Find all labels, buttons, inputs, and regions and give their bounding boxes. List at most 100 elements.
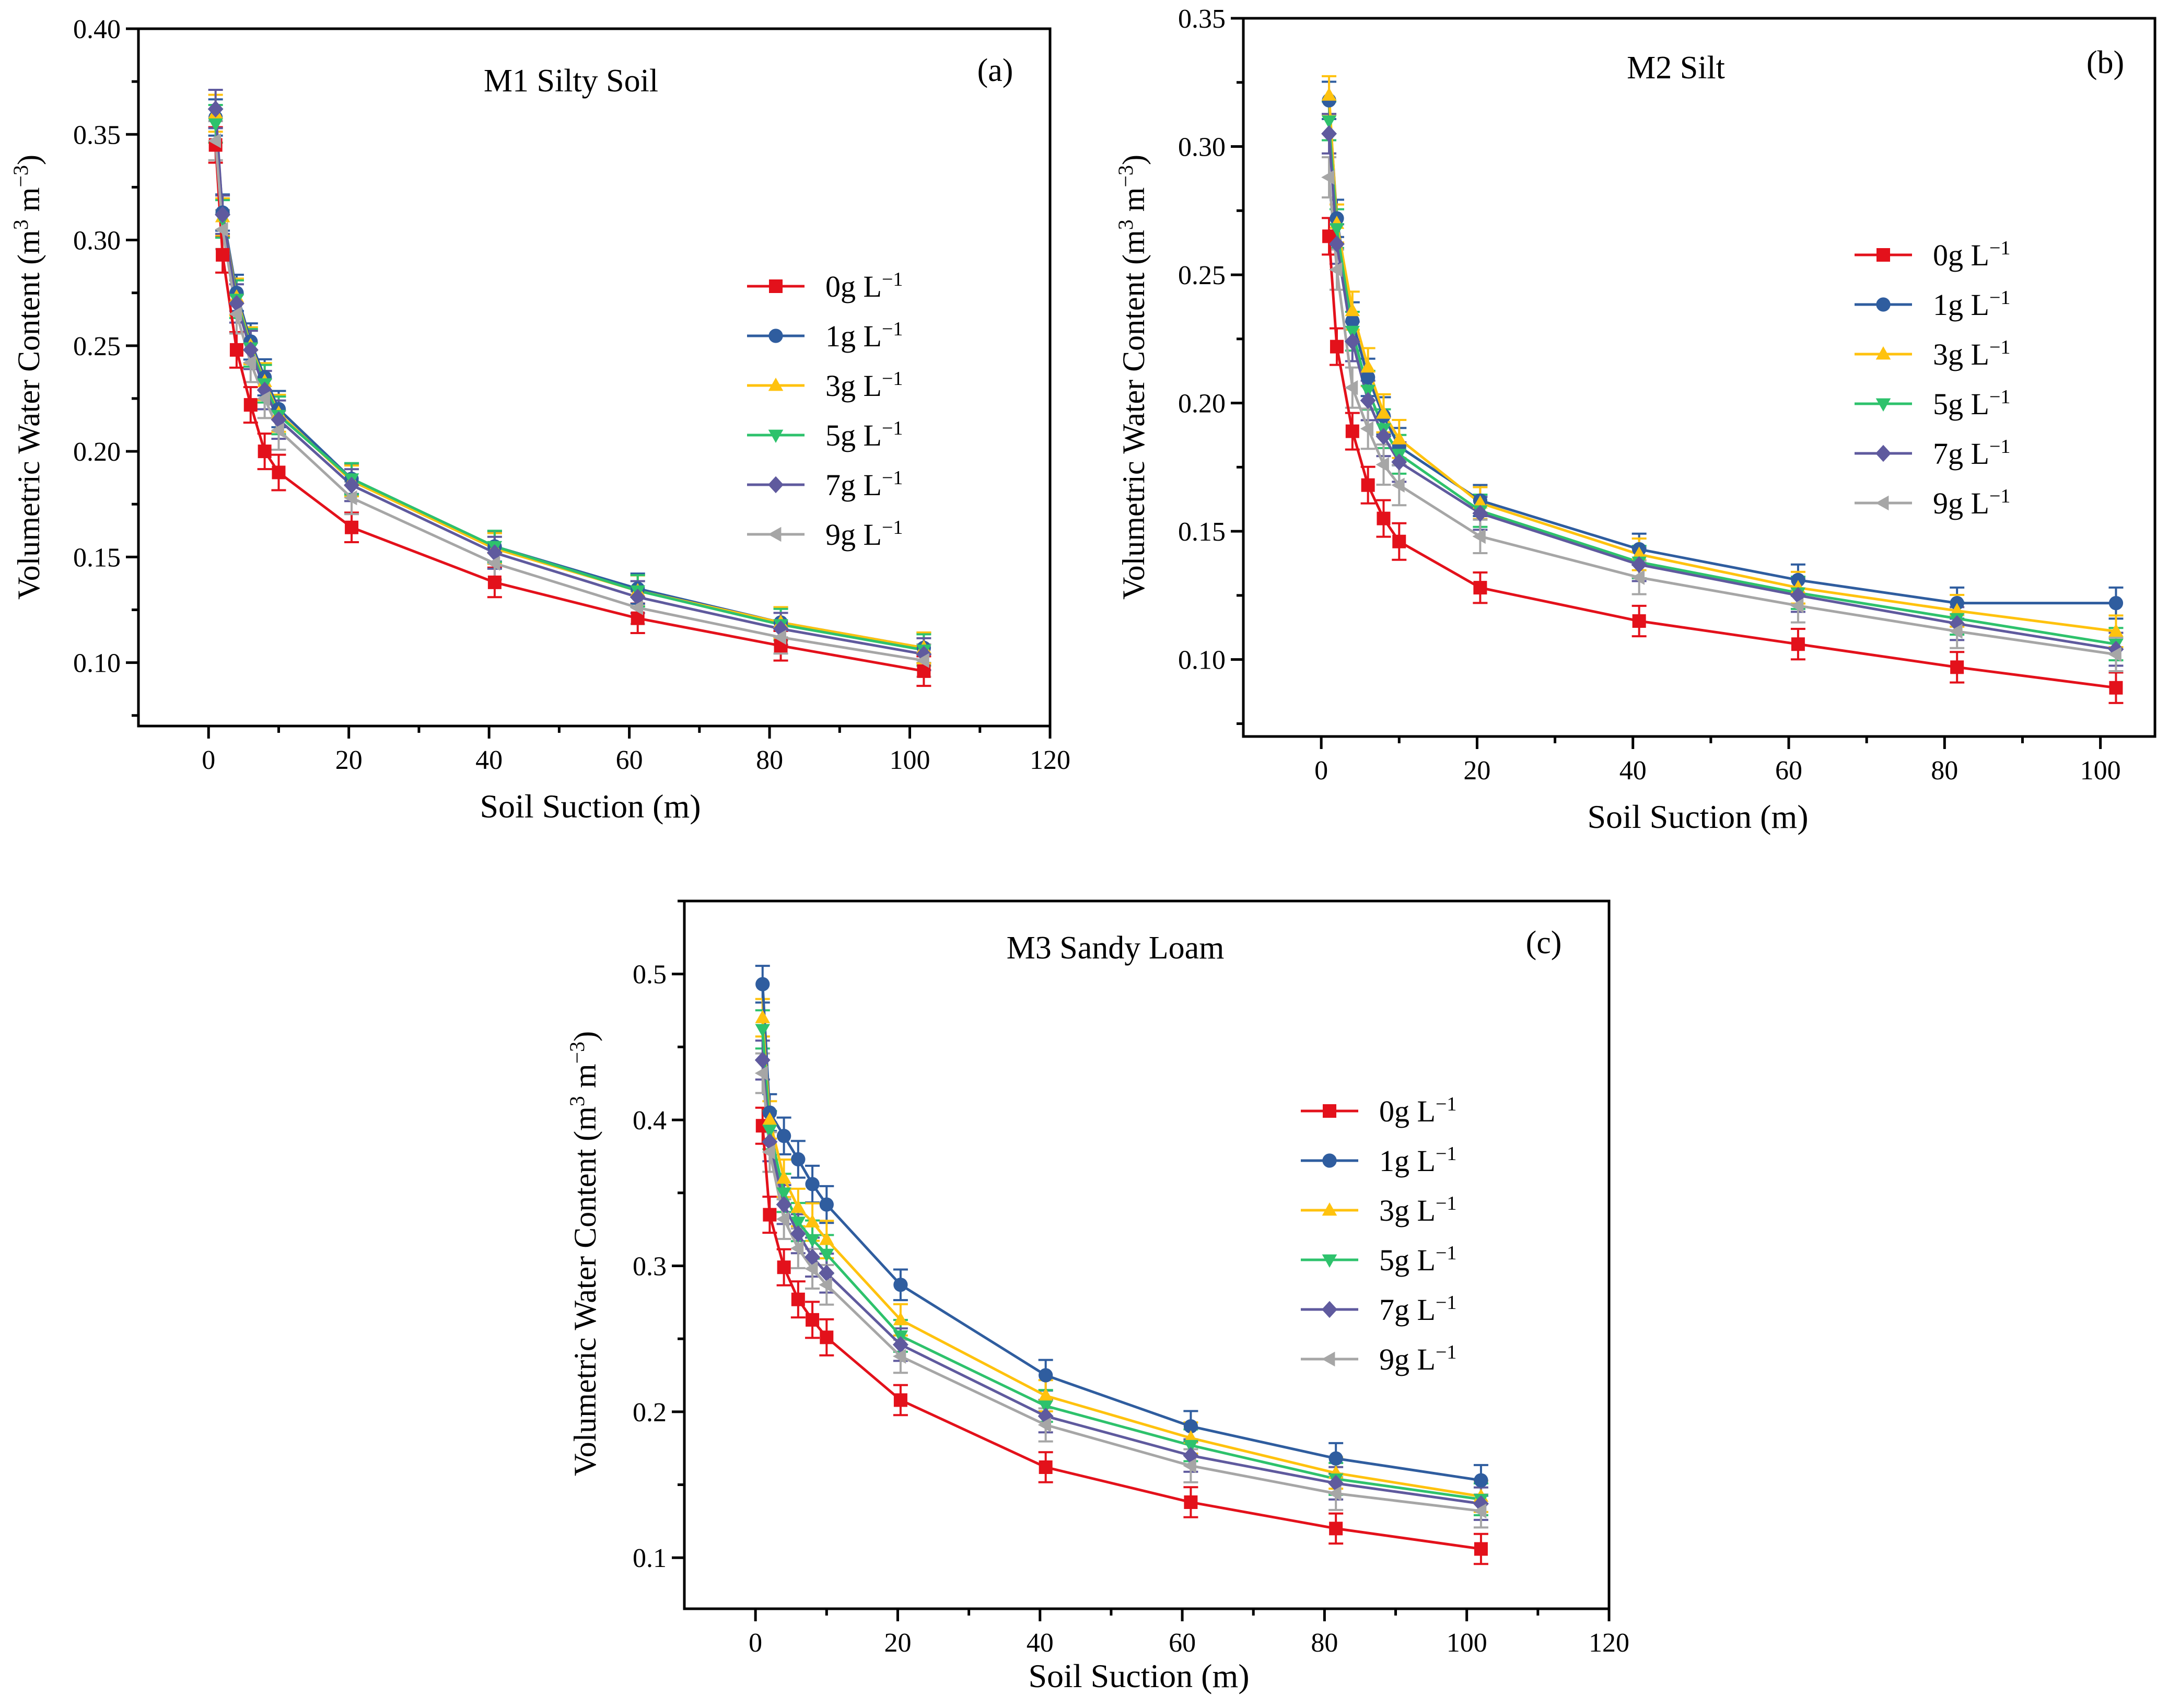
data-point-9g <box>1329 262 1343 277</box>
data-point-9g <box>344 490 357 506</box>
y-axis-label-sup2: −3 <box>1114 165 1137 188</box>
data-point-5g <box>1183 1440 1198 1454</box>
data-point-3g <box>790 1199 806 1213</box>
legend: 0g L−11g L−13g L−15g L−17g L−19g L−1 <box>747 268 903 552</box>
series-line-9g <box>214 141 924 662</box>
legend-entry-name: 7g <box>825 468 856 502</box>
data-point-1g <box>1474 1473 1488 1488</box>
data-point-7g <box>1391 453 1407 471</box>
plot-frame <box>1242 17 2157 738</box>
data-point-5g <box>805 1234 820 1248</box>
error-bar-layer <box>755 965 1488 1565</box>
x-tick-label: 100 <box>890 745 930 775</box>
x-tick-label: 60 <box>616 745 643 775</box>
data-point-0g <box>2109 681 2123 695</box>
x-tick-label: 40 <box>1027 1628 1054 1658</box>
legend-swatch-marker <box>1875 444 1891 462</box>
data-point-3g <box>805 1214 820 1228</box>
data-point-9g <box>754 1066 768 1081</box>
y-axis-label-mid: m <box>11 188 46 220</box>
y-tick-label: 0.40 <box>73 15 121 44</box>
data-point-0g <box>1039 1460 1053 1474</box>
data-point-3g <box>1391 431 1407 444</box>
data-point-7g <box>1038 1407 1054 1425</box>
data-point-9g <box>1473 1503 1487 1519</box>
x-tick-label: 80 <box>756 745 783 775</box>
x-tick-label: 0 <box>202 745 215 775</box>
y-axis-label-sup2: −3 <box>565 1042 589 1064</box>
data-point-7g <box>805 1248 821 1266</box>
y-axis-label-main: Volumetric Water Content (m <box>11 230 46 600</box>
data-point-1g <box>1039 1368 1053 1383</box>
legend-entry-name: 1g <box>1379 1144 1409 1178</box>
series-line-5g <box>214 123 924 651</box>
legend-swatch-marker <box>1875 495 1889 511</box>
legend-entry-unit: L <box>1409 1194 1436 1227</box>
data-point-0g <box>917 664 931 678</box>
legend-swatch-marker <box>1322 1153 1337 1168</box>
legend-entry-name: 7g <box>1379 1293 1409 1327</box>
data-point-3g <box>819 1232 834 1245</box>
data-point-7g <box>1360 392 1376 409</box>
legend-entry-unit-sup: −1 <box>882 318 903 340</box>
legend-entry-unit-sup: −1 <box>1436 1292 1456 1314</box>
legend-entry-label: 0g L−1 <box>1933 237 2010 272</box>
data-point-9g <box>630 600 644 615</box>
data-point-1g <box>805 1177 820 1191</box>
legend-swatch-marker <box>1875 346 1891 360</box>
legend-entry-unit-sup: −1 <box>1436 1192 1456 1214</box>
data-point-5g <box>1360 384 1376 399</box>
x-tick-label: 100 <box>1447 1628 1487 1658</box>
legend-entry-label: 3g L−1 <box>1379 1192 1456 1227</box>
y-tick-label: 0.1 <box>633 1543 667 1573</box>
data-point-7g <box>819 1265 835 1282</box>
data-point-0g <box>1330 340 1344 354</box>
legend-entry-label: 7g L−1 <box>1379 1292 1456 1327</box>
x-axis-label: Soil Suction (m) <box>1028 1657 1249 1694</box>
legend-swatch-marker <box>768 527 782 542</box>
data-point-1g <box>1183 1419 1198 1434</box>
legend-entry-unit: L <box>1963 387 1989 421</box>
legend-entry-name: 9g <box>1933 486 1963 520</box>
data-point-3g <box>776 1170 791 1184</box>
data-point-0g <box>243 398 258 412</box>
y-tick-label: 0.35 <box>1178 4 1226 34</box>
data-point-7g <box>630 588 646 606</box>
legend-entry-unit: L <box>856 369 882 403</box>
data-point-0g <box>806 1313 820 1327</box>
data-point-9g <box>271 423 284 438</box>
legend-entry-unit-sup: −1 <box>1989 386 2010 408</box>
legend-entry-unit: L <box>1409 1293 1436 1327</box>
legend-entry-unit-sup: −1 <box>882 417 903 439</box>
x-tick-label: 20 <box>335 745 363 775</box>
data-point-5g <box>208 118 223 132</box>
data-point-0g <box>1322 229 1336 243</box>
y-axis-ticks: 0.10 0.15 0.20 0.25 0.30 0.35 <box>1178 4 1243 725</box>
data-point-7g <box>1472 505 1488 522</box>
y-tick-label: 0.15 <box>73 543 121 572</box>
data-point-9g <box>790 1241 804 1256</box>
data-point-5g <box>1345 325 1360 340</box>
data-point-1g <box>1328 1451 1343 1466</box>
legend-swatch-marker <box>1876 297 1891 312</box>
legend-entry-name: 1g <box>825 319 856 353</box>
plot-frame <box>683 899 1611 1610</box>
legend-entry-name: 3g <box>1379 1194 1409 1227</box>
legend-swatch-marker <box>1322 1301 1337 1318</box>
data-point-0g <box>1377 511 1391 525</box>
data-point-7g <box>773 620 789 638</box>
data-point-7g <box>1949 615 1965 633</box>
data-point-9g <box>819 1277 832 1293</box>
panel-label: (b) <box>2087 45 2124 80</box>
data-point-9g <box>242 355 257 370</box>
series-lines-layer <box>761 984 1482 1550</box>
data-point-0g <box>631 611 645 625</box>
legend-entry-unit-sup: −1 <box>1436 1093 1456 1115</box>
legend-entry-unit: L <box>1963 238 1989 272</box>
y-axis-label: Volumetric Water Content (m3 m−3) <box>1114 155 1151 600</box>
data-point-1g <box>893 1278 908 1292</box>
data-point-7g <box>257 381 273 399</box>
data-point-7g <box>892 1336 908 1353</box>
data-point-9g <box>916 653 929 668</box>
data-point-0g <box>791 1292 805 1306</box>
